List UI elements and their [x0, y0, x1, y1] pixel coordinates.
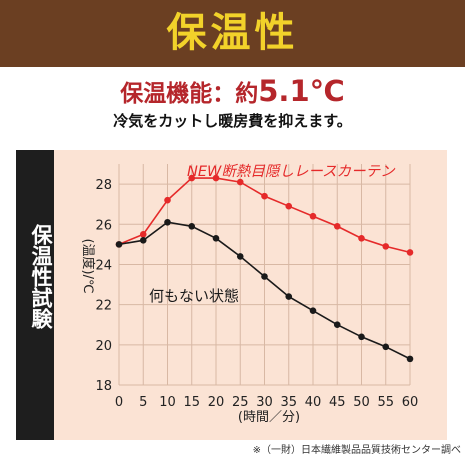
- data-point-0: [333, 222, 341, 230]
- subline: 冷気をカットし暖房費を抑えます。: [113, 112, 352, 130]
- x-tick-label: 35: [280, 395, 297, 410]
- x-tick-label: 20: [208, 395, 225, 410]
- banner-title: 保温性: [166, 10, 299, 56]
- y-tick-label: 26: [95, 218, 112, 233]
- data-point-0: [382, 243, 390, 250]
- data-point-0: [358, 235, 365, 242]
- data-point-0: [261, 192, 268, 200]
- data-point-1: [139, 237, 147, 244]
- y-axis-label: (温度)/℃: [80, 238, 96, 293]
- y-tick-label: 28: [95, 178, 112, 193]
- series-label-nothing: 何もない状態: [149, 287, 239, 305]
- data-point-1: [406, 355, 414, 363]
- y-tick-label: 24: [95, 258, 112, 273]
- x-tick-label: 60: [402, 395, 419, 410]
- data-point-1: [236, 253, 244, 260]
- data-point-0: [236, 178, 244, 186]
- data-point-0: [188, 174, 196, 182]
- x-tick-label: 40: [305, 395, 322, 410]
- data-point-1: [164, 218, 171, 226]
- headline-prefix: 保温機能：約: [120, 81, 259, 107]
- x-axis-label: (時間／分): [238, 410, 300, 425]
- data-point-1: [309, 307, 317, 314]
- x-tick-label: 15: [183, 395, 200, 410]
- data-point-0: [285, 202, 293, 210]
- data-point-0: [309, 212, 317, 220]
- headline: 保温機能：約5.1℃: [0, 74, 465, 111]
- data-point-0: [164, 196, 171, 204]
- series-layer: [115, 174, 414, 363]
- y-tick-label: 18: [95, 379, 112, 394]
- x-tick-label: 50: [353, 395, 370, 410]
- side-label: 保温性試験: [29, 224, 53, 329]
- data-point-0: [139, 231, 147, 238]
- axis-layer: 18 20 22 24 26 28 0 5 10 15 20 25 30 35 40 45 50 55 60: [95, 178, 418, 410]
- data-point-0: [406, 249, 414, 256]
- data-point-1: [382, 343, 390, 351]
- data-point-1: [333, 321, 341, 329]
- x-tick-label: 30: [256, 395, 273, 410]
- y-tick-label: 22: [95, 299, 112, 314]
- x-tick-label: 25: [232, 395, 249, 410]
- x-tick-label: 55: [377, 395, 394, 410]
- footnote: ※（一財）日本繊維製品品質技術センター調べ: [252, 445, 461, 456]
- y-tick-label: 20: [95, 339, 112, 354]
- side-label-box: 保温性試験: [16, 150, 54, 440]
- x-tick-label: 10: [159, 395, 176, 410]
- chart-panel: 18 20 22 24 26 28 0 5 10 15 20 25 30 35 40 45 50 55 60 (温度…: [54, 150, 447, 440]
- data-point-1: [188, 222, 196, 230]
- data-point-1: [261, 273, 268, 280]
- data-point-1: [212, 235, 220, 242]
- data-point-1: [115, 241, 123, 248]
- data-point-1: [358, 333, 365, 341]
- series-label-new-curtain: NEW断熱目隠しレースカーテン: [187, 163, 396, 180]
- line-chart: 18 20 22 24 26 28 0 5 10 15 20 25 30 35 40 45 50 55 60 (温度…: [80, 163, 418, 425]
- x-tick-label: 0: [115, 395, 123, 410]
- header-banner: 保温性: [0, 0, 465, 67]
- data-point-0: [212, 174, 220, 182]
- headline-value: 5.1℃: [258, 74, 345, 108]
- x-tick-label: 45: [329, 395, 346, 410]
- x-tick-label: 5: [139, 395, 147, 410]
- data-point-1: [285, 293, 293, 300]
